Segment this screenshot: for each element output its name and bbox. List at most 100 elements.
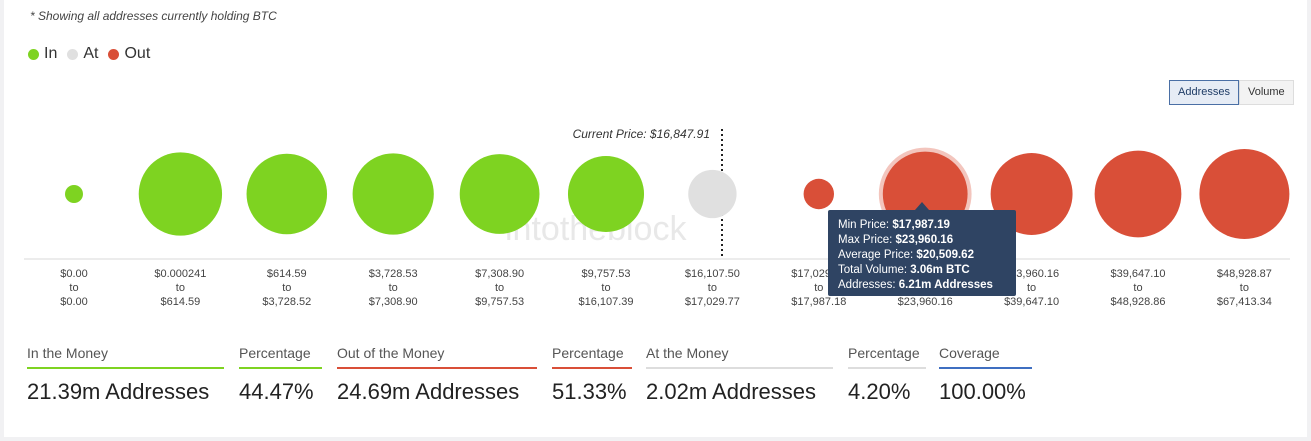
bubble-out[interactable] [1199,149,1290,239]
stat-at-the-money: At the Money 2.02m Addresses [646,345,833,405]
range-to-label: $3,728.52 [262,296,311,308]
iomap-card [4,0,1307,437]
range-to-word: to [601,282,610,294]
stat-value: 24.69m Addresses [337,379,520,404]
tooltip-volume-value: 3.06m BTC [910,264,970,276]
range-to-word: to [1133,282,1142,294]
stat-value: 100.00% [939,379,1026,404]
tooltip-avg-value: $20,509.62 [916,249,974,261]
legend-item-at[interactable]: At [67,45,98,63]
stat-underline [27,367,224,369]
iomap-chart: intotheblock Current Price: $16,847.91 $… [24,127,1290,308]
range-from-label: $39,647.10 [1110,268,1165,280]
bubbles-group [65,147,1290,241]
tooltip-max-value: $23,960.16 [895,234,954,246]
range-from-label: $16,107.50 [685,268,740,280]
range-from-label: $7,308.90 [475,268,524,280]
bubble-in[interactable] [459,154,540,234]
stat-title: In the Money [27,345,108,361]
range-from-label: $0.00 [60,268,88,280]
range-from-label: $614.59 [267,268,307,280]
range-to-word: to [176,282,185,294]
stat-title: Percentage [848,345,920,361]
stat-underline [337,367,537,369]
bubble-at[interactable] [688,169,737,219]
legend-label-at: At [83,45,99,62]
range-to-word: to [1027,282,1036,294]
stat-coverage: Coverage 100.00% [939,345,1032,405]
bubble-in[interactable] [246,153,328,235]
stat-value: 2.02m Addresses [646,379,816,404]
tooltip-addresses-label: Addresses: [838,279,896,291]
bubble-in[interactable] [65,185,83,203]
range-to-word: to [495,282,504,294]
range-to-label: $48,928.86 [1110,296,1165,308]
stat-value: 44.47% [239,379,314,404]
tooltip-avg-label: Average Price: [838,249,914,261]
range-from-label: $0.000241 [154,268,206,280]
stat-underline [848,367,926,369]
legend-label-in: In [44,45,58,62]
tooltip-addresses-value: 6.21m Addresses [898,279,993,291]
tooltip-arrow [915,202,929,210]
summary-stats: In the Money 21.39m Addresses Percentage… [0,345,1311,415]
legend-item-in[interactable]: In [28,45,57,63]
legend: In At Out [28,45,160,63]
range-to-label: $9,757.53 [475,296,524,308]
range-to-word: to [282,282,291,294]
legend-dot-out-icon [108,48,120,60]
legend-dot-in-icon [28,48,39,60]
stat-title: Percentage [239,345,311,361]
stat-underline [646,367,833,369]
stat-underline [939,367,1032,369]
tooltip-volume-label: Total Volume: [838,264,908,276]
bubble-in[interactable] [138,152,223,236]
range-to-word: to [69,282,78,294]
metric-toggle: Addresses Volume [1169,80,1294,105]
legend-item-out[interactable]: Out [108,45,150,63]
volume-button[interactable]: Volume [1238,80,1294,105]
legend-label-out: Out [124,45,151,62]
stat-underline [239,367,322,369]
range-to-label: $614.59 [161,296,201,308]
stat-value: 21.39m Addresses [27,379,210,404]
stat-value: 51.33% [552,379,627,404]
range-to-label: $17,987.18 [791,296,846,308]
range-to-label: $0.00 [60,296,88,308]
stat-value: 4.20% [848,379,911,404]
stat-title: Coverage [939,345,1000,361]
range-to-word: to [1240,282,1249,294]
range-to-word: to [814,282,823,294]
addresses-button[interactable]: Addresses [1169,80,1239,105]
range-to-label: $39,647.10 [1004,296,1059,308]
bubble-in[interactable] [352,153,434,235]
stat-out-of-the-money: Out of the Money 24.69m Addresses [337,345,537,405]
range-to-word: to [708,282,717,294]
current-price-label: Current Price: $16,847.91 [573,127,710,141]
range-labels-group: $0.00 to $0.00 $0.000241 to $614.59 $614.59 to $… [60,268,1272,308]
stat-title: Percentage [552,345,624,361]
tooltip-min-label: Min Price: [838,219,890,231]
bubble-out[interactable] [1094,150,1182,238]
stat-out-percentage: Percentage 51.33% [552,345,632,405]
range-to-label: $17,029.77 [685,296,740,308]
stat-title: Out of the Money [337,345,445,361]
stat-in-the-money: In the Money 21.39m Addresses [27,345,224,405]
stat-title: At the Money [646,345,729,361]
bubble-tooltip: Min Price: $17,987.19 Max Price: $23,960… [828,210,1016,296]
chart-note: * Showing all addresses currently holdin… [30,9,277,23]
range-from-label: $3,728.53 [369,268,418,280]
bubble-in[interactable] [567,155,645,233]
range-from-label: $9,757.53 [582,268,631,280]
legend-dot-at-icon [67,48,79,60]
tooltip-min-value: $17,987.19 [892,219,950,231]
stat-in-percentage: Percentage 44.47% [239,345,322,405]
bubble-out[interactable] [803,178,835,210]
tooltip-max-label: Max Price: [838,234,893,246]
range-to-word: to [389,282,398,294]
stat-at-percentage: Percentage 4.20% [848,345,926,405]
stat-underline [552,367,632,369]
range-to-label: $67,413.34 [1217,296,1272,308]
range-to-label: $7,308.90 [369,296,418,308]
range-to-label: $16,107.39 [578,296,633,308]
